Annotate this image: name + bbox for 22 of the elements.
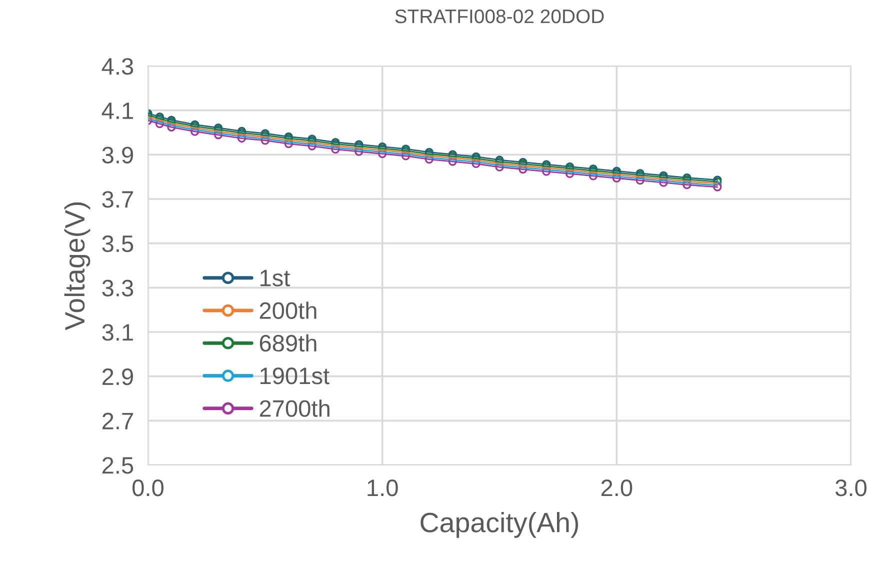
x-tick-label: 0.0: [132, 480, 164, 496]
y-tick-label: 2.9: [102, 368, 133, 386]
y-tick-label: 3.3: [102, 280, 134, 296]
y-tick-label: 3.1: [102, 324, 133, 341]
legend-label: 1901st: [260, 368, 330, 384]
y-tick-label: 3.7: [102, 191, 133, 208]
legend-label: 2700th: [260, 400, 330, 417]
y-tick-label: 4.3: [102, 58, 134, 75]
legend-label: 689th: [260, 334, 316, 352]
y-tick-label: 2.7: [102, 412, 133, 430]
legend-label: 1st: [260, 270, 290, 286]
chart-title: STRATFI008-02 20DOD: [395, 9, 604, 24]
x-tick-label: 1.0: [368, 480, 398, 496]
x-axis-title: Capacity(Ah): [420, 512, 578, 538]
x-tick-label: 3.0: [835, 480, 866, 496]
y-tick-label: 3.5: [102, 235, 134, 252]
y-tick-label: 3.9: [102, 146, 133, 164]
y-axis-title: Voltage(V): [64, 202, 90, 330]
y-tick-label: 4.1: [102, 102, 133, 119]
y-tick-label: 2.5: [102, 457, 134, 474]
x-tick-label: 2.0: [601, 480, 632, 496]
legend-label: 200th: [260, 302, 316, 320]
